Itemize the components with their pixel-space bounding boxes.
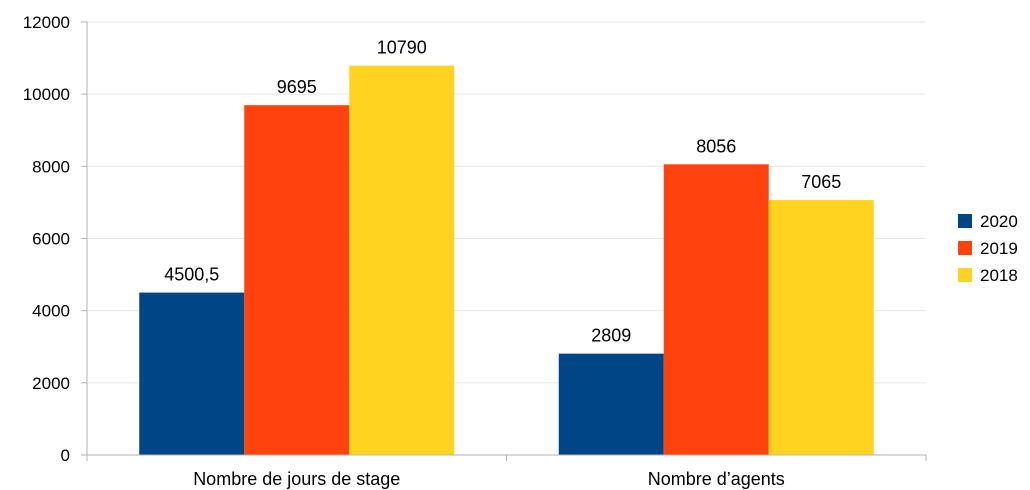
bar-2020-agents: [558, 353, 664, 455]
bar-2019-agents: [663, 164, 769, 455]
legend-swatch-2018: [958, 268, 972, 282]
bars-layer: [139, 65, 874, 456]
legend-swatch-2019: [958, 241, 972, 255]
data-label: 8056: [696, 136, 736, 156]
legend-label: 2018: [980, 266, 1018, 285]
y-tick-label: 2000: [32, 374, 70, 393]
bar-2019-jours: [244, 105, 350, 455]
data-label: 2809: [591, 326, 631, 346]
data-label: 10790: [377, 38, 427, 58]
legend: 2020 2019 2018: [958, 212, 1018, 285]
x-category-label: Nombre d’agents: [648, 469, 785, 489]
y-tick-label: 4000: [32, 302, 70, 321]
y-tick-label: 10000: [23, 85, 70, 104]
legend-label: 2019: [980, 239, 1018, 258]
y-tick-label: 6000: [32, 230, 70, 249]
y-tick-label: 0: [61, 446, 70, 465]
legend-label: 2020: [980, 212, 1018, 231]
legend-swatch-2020: [958, 214, 972, 228]
x-category-label: Nombre de jours de stage: [193, 469, 400, 489]
bar-2018-agents: [768, 200, 874, 455]
data-label: 7065: [801, 172, 841, 192]
axis-layer: 0 2000 4000 6000 8000 10000 12000: [23, 13, 927, 465]
labels-layer: 4500,5 9695 10790 Nombre de jours de stage 2…: [164, 38, 841, 489]
bar-2020-jours: [139, 292, 245, 455]
y-tick-label: 12000: [23, 13, 70, 32]
bar-2018-jours: [349, 65, 455, 456]
data-label: 4500,5: [164, 265, 219, 285]
y-tick-label: 8000: [32, 157, 70, 176]
data-label: 9695: [277, 77, 317, 97]
